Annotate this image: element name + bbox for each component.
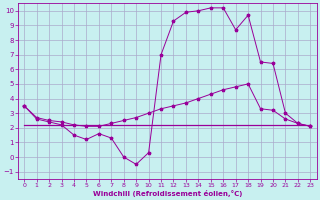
X-axis label: Windchill (Refroidissement éolien,°C): Windchill (Refroidissement éolien,°C) [92,190,242,197]
